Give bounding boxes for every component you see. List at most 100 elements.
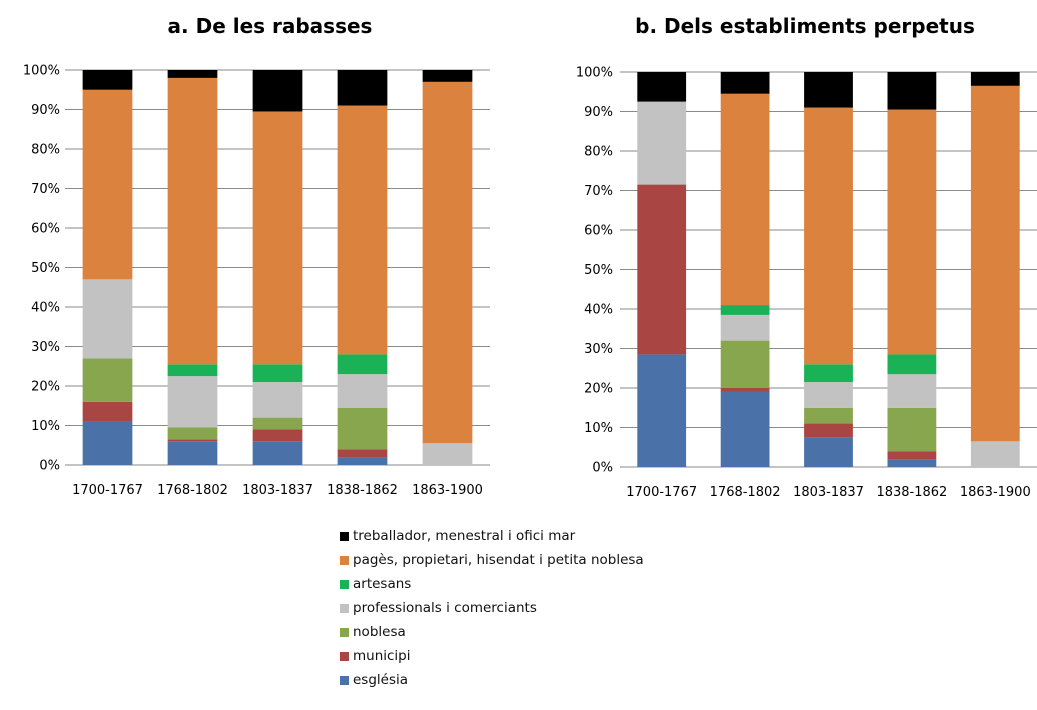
legend-label: treballador, menestral i ofici mar (353, 528, 576, 544)
legend-swatch (340, 627, 349, 637)
y-tick-label: 90% (584, 105, 613, 120)
legend-item: municipi (340, 644, 644, 668)
bar-segment (252, 441, 303, 465)
y-tick-label: 40% (584, 303, 613, 318)
chart-b-title: b. Dels establiments perpetus (635, 14, 975, 38)
bar-segment (337, 70, 388, 106)
bar-segment (422, 81, 473, 444)
charts-canvas: 0% 10% 20% 30% 40% 50% 60% 70% 80% 90% 100% 1700-17… (23, 64, 1037, 500)
bar-segment (167, 364, 218, 377)
legend-item: artesans (340, 572, 644, 596)
bar-segment (720, 72, 770, 94)
chart-a: 0% 10% 20% 30% 40% 50% 60% 70% 80% 90% 100% 1700-17… (23, 64, 490, 498)
x-tick-label: 1803-1837 (793, 485, 864, 500)
legend-item: pagès, propietari, hisendat i petita nob… (340, 548, 644, 572)
x-tick-label: 1803-1837 (242, 483, 313, 498)
legend-label: noblesa (353, 624, 406, 640)
bar-segment (337, 354, 388, 375)
y-tick-label: 0% (592, 461, 613, 476)
bar-segment (804, 364, 853, 383)
legend-swatch (340, 531, 349, 541)
y-tick-label: 30% (31, 340, 60, 355)
x-tick-label: 1838-1862 (327, 483, 398, 498)
bar-segment (337, 407, 388, 450)
bar-segment (167, 376, 218, 428)
legend-label: professionals i comerciants (353, 600, 537, 616)
bar-segment (252, 382, 303, 418)
x-tick-label: 1838-1862 (876, 485, 947, 500)
bar-segment (82, 279, 133, 359)
bar-segment (252, 70, 303, 112)
legend-swatch (340, 579, 349, 589)
bar-segment (970, 85, 1020, 442)
y-tick-label: 80% (584, 145, 613, 160)
bar-segment (804, 423, 853, 438)
bar-segment (804, 382, 853, 408)
legend: treballador, menestral i ofici mar pagès,… (340, 524, 644, 692)
bar-segment (720, 305, 770, 315)
y-tick-label: 0% (39, 459, 60, 474)
chart-a-title: a. De les rabasses (167, 14, 373, 38)
bar-segment (970, 72, 1020, 86)
bar-segment (337, 374, 388, 408)
bar-segment (82, 89, 133, 280)
bar-segment (887, 407, 937, 452)
legend-label: església (353, 672, 409, 688)
y-tick-label: 50% (31, 261, 60, 276)
x-tick-label: 1700-1767 (72, 483, 143, 498)
bar-segment (422, 70, 473, 82)
bar-segment (82, 70, 133, 90)
bar-segment (167, 70, 218, 78)
chart-b: 0% 10% 20% 30% 40% 50% 60% 70% 80% 90% 100% 1700-17… (576, 66, 1037, 500)
bar-segment (337, 457, 388, 465)
y-tick-label: 100% (23, 64, 60, 79)
bar-segment (167, 441, 218, 465)
y-tick-label: 30% (584, 342, 613, 357)
legend-item: església (340, 668, 644, 692)
x-tick-label: 1700-1767 (626, 485, 697, 500)
y-tick-label: 80% (31, 143, 60, 158)
bar-segment (637, 184, 687, 355)
bar-segment (252, 364, 303, 383)
x-tick-label: 1863-1900 (960, 485, 1031, 500)
legend-item: professionals i comerciants (340, 596, 644, 620)
bar-segment (804, 437, 853, 467)
bar-segment (637, 101, 687, 185)
y-tick-label: 20% (584, 382, 613, 397)
bar-segment (252, 417, 303, 430)
bar-segment (804, 407, 853, 424)
bar-segment (887, 459, 937, 467)
bar-segment (167, 439, 218, 442)
bar-segment (337, 105, 388, 355)
bar-segment (167, 427, 218, 440)
y-tick-label: 10% (584, 421, 613, 436)
bar-segment (887, 451, 937, 460)
y-tick-label: 70% (31, 182, 60, 197)
bar-segment (720, 388, 770, 392)
y-tick-label: 90% (31, 103, 60, 118)
bar-segment (720, 314, 770, 341)
legend-label: pagès, propietari, hisendat i petita nob… (353, 552, 644, 568)
legend-swatch (340, 555, 349, 565)
legend-swatch (340, 603, 349, 613)
y-tick-label: 60% (584, 224, 613, 239)
bar-segment (720, 340, 770, 388)
bar-segment (887, 109, 937, 355)
bar-segment (970, 441, 1020, 467)
x-tick-label: 1863-1900 (412, 483, 483, 498)
y-tick-label: 40% (31, 301, 60, 316)
bar-segment (637, 72, 687, 102)
x-tick-label: 1768-1802 (710, 485, 781, 500)
bar-segment (887, 72, 937, 110)
bar-segment (804, 107, 853, 365)
y-tick-label: 20% (31, 380, 60, 395)
legend-swatch (340, 675, 349, 685)
bar-segment (82, 421, 133, 465)
legend-label: artesans (353, 576, 412, 592)
bar-segment (887, 374, 937, 408)
bar-segment (887, 354, 937, 375)
bar-segment (337, 449, 388, 458)
bar-segment (422, 443, 473, 465)
bar-segment (720, 391, 770, 467)
y-tick-label: 50% (584, 263, 613, 278)
